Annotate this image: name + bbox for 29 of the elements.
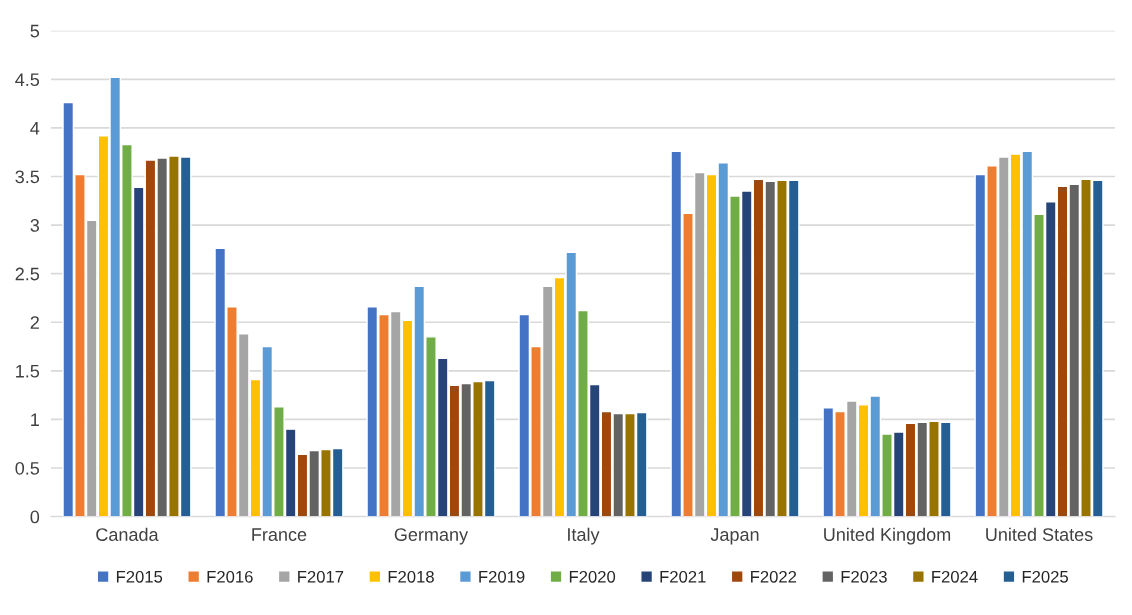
legend-label: F2024: [932, 570, 978, 583]
legend-label: F2018: [388, 570, 434, 583]
legend-label: F2016: [207, 570, 253, 583]
y-tick-label: 4: [30, 122, 40, 135]
legend-label: F2015: [116, 570, 163, 583]
legend-label: F2020: [569, 570, 616, 583]
y-tick-label: 1: [31, 413, 39, 426]
legend-label: F2019: [479, 570, 525, 583]
legend-label: F2017: [298, 570, 344, 583]
y-tick-label: 1.5: [16, 364, 40, 378]
y-tick-label: 0.5: [15, 461, 40, 475]
legend-label: F2023: [841, 570, 887, 583]
y-tick-label: 5: [30, 24, 40, 38]
legend-label: F2022: [751, 570, 797, 583]
x-tick-label: Italy: [568, 527, 600, 545]
y-tick-label: 3: [30, 219, 40, 232]
y-tick-label: 0: [30, 510, 40, 524]
x-tick-label: United States: [986, 527, 1093, 541]
x-tick-label: Japan: [710, 528, 759, 545]
legend-label: F2025: [1022, 570, 1069, 583]
y-tick-label: 4.5: [15, 73, 40, 87]
y-tick-label: 2.5: [15, 267, 40, 281]
x-tick-label: Germany: [394, 528, 469, 545]
y-tick-label: 2: [30, 316, 39, 329]
x-tick-label: France: [252, 528, 307, 541]
legend-label: F2021: [660, 570, 706, 583]
x-tick-label: United Kingdom: [824, 527, 951, 545]
x-tick-label: Canada: [96, 527, 159, 541]
y-tick-label: 3.5: [15, 170, 40, 184]
